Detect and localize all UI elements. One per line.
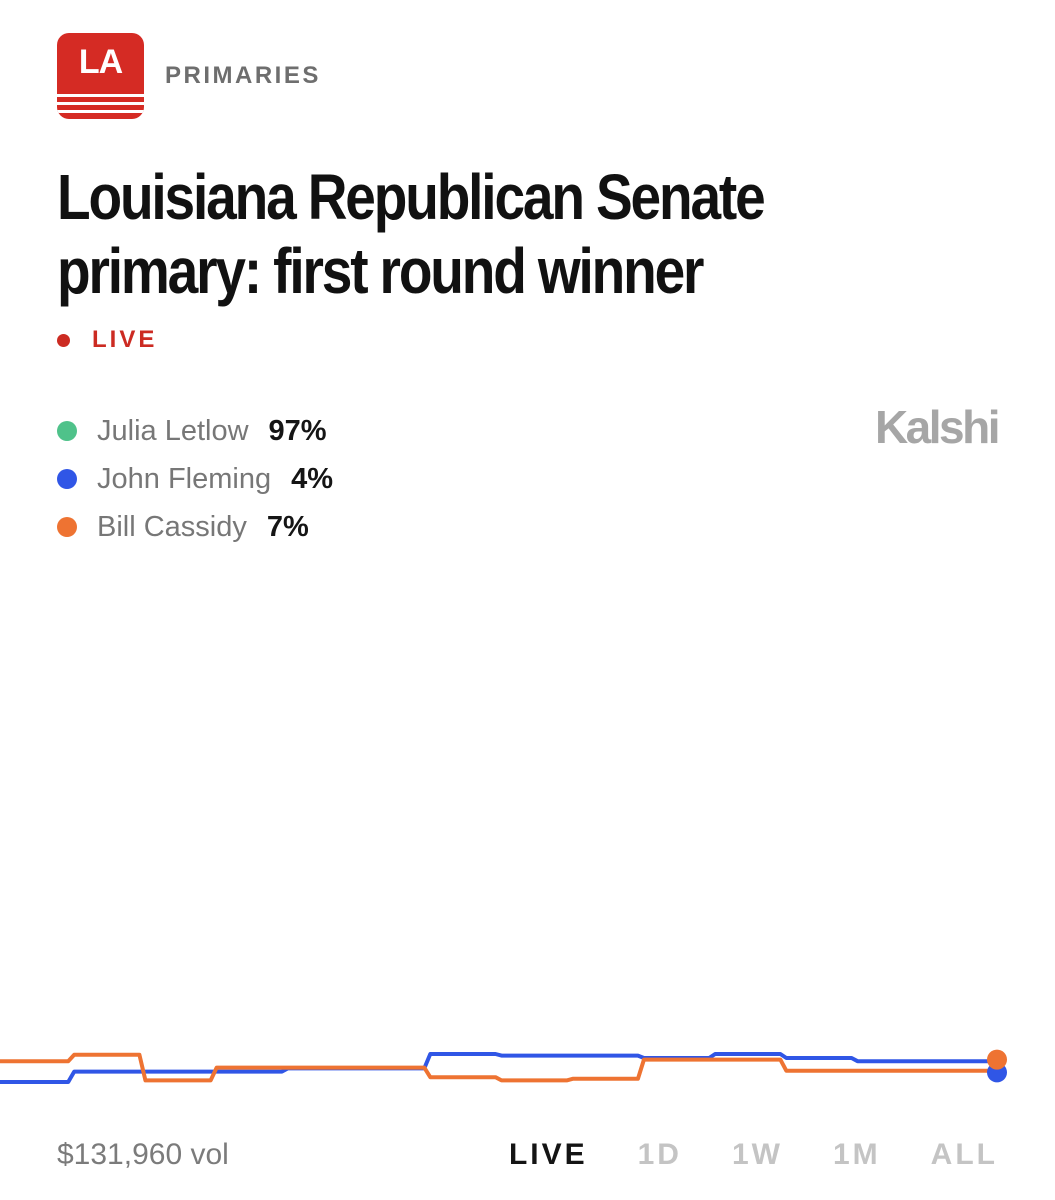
legend-value: 97%: [268, 414, 327, 447]
state-badge-text: LA: [78, 43, 123, 81]
live-dot-icon: [57, 333, 70, 347]
series-line-2: [0, 1052, 999, 1083]
legend-value: 4%: [291, 462, 334, 495]
legend-name: Julia Letlow: [97, 414, 249, 447]
range-1d-button[interactable]: 1D: [637, 1138, 682, 1171]
legend-value: 7%: [266, 510, 309, 543]
volume-label: $131,960 vol: [57, 1138, 229, 1171]
live-label: LIVE: [92, 326, 158, 353]
range-1m-button[interactable]: 1M: [832, 1138, 881, 1171]
state-badge: LA: [57, 33, 144, 119]
legend-item: Bill Cassidy 7%: [57, 503, 333, 551]
price-chart[interactable]: [0, 560, 1055, 1100]
range-1w-button[interactable]: 1W: [731, 1138, 783, 1171]
time-range-selector: LIVE 1D 1W 1M ALL: [459, 1138, 998, 1172]
legend-item: John Fleming 4%: [57, 455, 333, 503]
badge-stripe: [57, 94, 144, 97]
category-label[interactable]: PRIMARIES: [165, 62, 321, 89]
live-indicator: LIVE: [57, 326, 157, 354]
series-end-point-2: [987, 1049, 1007, 1070]
legend-dot-icon: [57, 469, 77, 489]
series-line-1: [0, 1052, 999, 1084]
chart-legend: Julia Letlow 97% John Fleming 4% Bill Ca…: [57, 407, 333, 551]
badge-stripe: [57, 110, 144, 113]
market-title: Louisiana Republican Senate primary: fir…: [57, 161, 766, 307]
legend-name: Bill Cassidy: [97, 510, 247, 543]
range-all-button[interactable]: ALL: [930, 1138, 998, 1171]
range-live-button[interactable]: LIVE: [508, 1138, 588, 1171]
badge-stripe: [57, 102, 144, 105]
legend-item: Julia Letlow 97%: [57, 407, 333, 455]
legend-dot-icon: [57, 517, 77, 537]
legend-dot-icon: [57, 421, 77, 441]
kalshi-logo: Kalshi: [874, 401, 1001, 453]
legend-name: John Fleming: [97, 462, 272, 495]
